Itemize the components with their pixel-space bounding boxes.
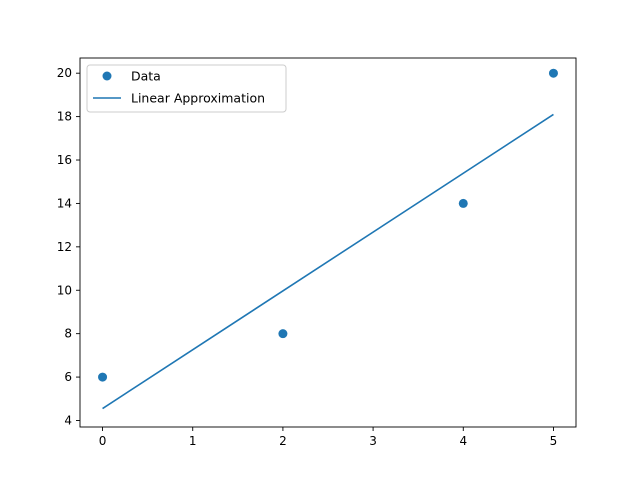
series-line-linear-approximation (102, 113, 554, 410)
legend-label: Data (131, 69, 161, 84)
legend: Data Linear Approximation (86, 64, 287, 113)
x-tick-label: 1 (189, 434, 197, 448)
x-tick-label: 4 (459, 434, 467, 448)
axes-frame (79, 57, 577, 428)
plot-area (98, 68, 558, 410)
y-tick-label: 18 (57, 110, 72, 124)
y-tick-label: 16 (57, 153, 72, 167)
data-point-3 (548, 68, 558, 78)
x-tick-label: 3 (369, 434, 377, 448)
y-tick-label: 14 (57, 196, 72, 210)
y-tick-label: 20 (57, 66, 72, 80)
legend-label: Linear Approximation (131, 91, 265, 106)
y-tick-label: 10 (57, 283, 72, 297)
data-point-1 (278, 329, 288, 339)
x-tick-label: 5 (550, 434, 558, 448)
data-point-2 (458, 198, 468, 208)
x-tick-label: 2 (279, 434, 287, 448)
legend-point-marker (102, 71, 112, 81)
y-tick-label: 4 (64, 413, 72, 427)
data-point-0 (98, 372, 108, 382)
x-tick-label: 0 (99, 434, 107, 448)
y-tick-label: 12 (57, 240, 72, 254)
y-tick-label: 6 (64, 370, 72, 384)
legend-box (86, 64, 287, 113)
y-tick-label: 8 (64, 327, 72, 341)
